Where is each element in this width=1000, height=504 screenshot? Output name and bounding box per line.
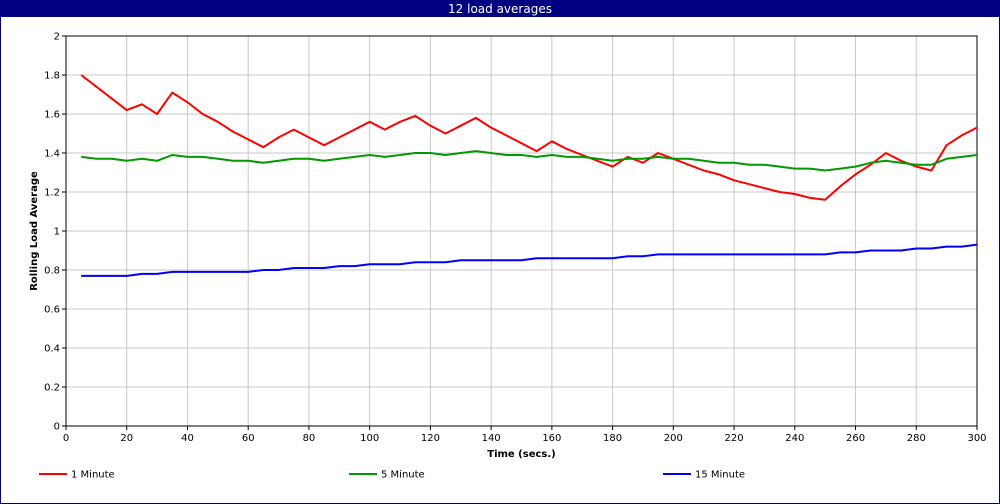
x-axis-label: Time (secs.) — [487, 449, 556, 460]
x-tick-label: 20 — [120, 433, 133, 444]
x-tick-label: 280 — [907, 433, 926, 444]
series-line-1-minute — [80, 74, 978, 201]
y-tick-label: 1.6 — [44, 110, 60, 121]
y-tick-label: 1.4 — [44, 149, 60, 160]
x-tick-label: 140 — [482, 433, 501, 444]
x-tick-label: 220 — [725, 433, 744, 444]
x-tick-label: 300 — [967, 433, 986, 444]
series-lines — [80, 74, 978, 277]
x-tick-label: 160 — [542, 433, 561, 444]
y-tick-label: 0 — [54, 422, 60, 433]
y-tick-label: 0.8 — [44, 266, 60, 277]
x-tick-label: 60 — [242, 433, 255, 444]
y-tick-label: 0.4 — [44, 344, 60, 355]
grid — [65, 35, 978, 427]
series-line-5-minute — [81, 150, 978, 172]
line-chart: 0 0.2 0.4 0.6 0.8 1 1.2 1.4 1.6 1.8 2 0 20 40 60 80 100… — [29, 32, 987, 481]
y-tick-label: 1.2 — [44, 188, 60, 199]
y-tick-label: 1 — [54, 227, 60, 238]
x-tick-label: 260 — [846, 433, 865, 444]
y-axis-label: Rolling Load Average — [29, 171, 40, 291]
legend: 1 Minute 5 Minute 15 Minute — [39, 470, 745, 481]
y-tick-label: 0.6 — [44, 305, 60, 316]
legend-label: 5 Minute — [381, 470, 425, 481]
x-tick-label: 240 — [785, 433, 804, 444]
legend-label: 15 Minute — [695, 470, 745, 481]
x-tick-label: 0 — [63, 433, 69, 444]
x-axis-ticks: 0 20 40 60 80 100 120 140 160 180 200 220 240 260 280 3… — [63, 426, 987, 444]
y-tick-label: 2 — [54, 32, 60, 43]
x-tick-label: 200 — [664, 433, 683, 444]
y-axis-ticks: 0 0.2 0.4 0.6 0.8 1 1.2 1.4 1.6 1.8 2 — [44, 32, 66, 433]
y-tick-label: 0.2 — [44, 383, 60, 394]
x-tick-label: 100 — [360, 433, 379, 444]
series-line-15-minute — [81, 243, 978, 277]
chart-title: 12 load averages — [1, 1, 999, 17]
x-tick-label: 180 — [603, 433, 622, 444]
y-tick-label: 1.8 — [44, 71, 60, 82]
x-tick-label: 120 — [421, 433, 440, 444]
x-tick-label: 80 — [303, 433, 316, 444]
legend-label: 1 Minute — [71, 470, 115, 481]
x-tick-label: 40 — [181, 433, 194, 444]
